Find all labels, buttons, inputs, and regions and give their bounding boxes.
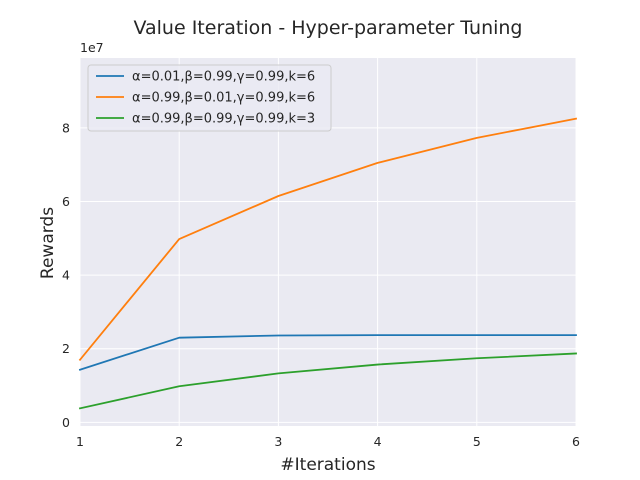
x-tick-label: 4 (374, 434, 382, 449)
legend: α=0.01,β=0.99,γ=0.99,k=6 α=0.99,β=0.01,γ=… (87, 64, 332, 132)
legend-frame (87, 64, 332, 132)
series-lines (78, 117, 578, 410)
y-tick-label: 8 (62, 120, 70, 135)
x-tick-label: 6 (572, 434, 580, 449)
series-line-1 (78, 334, 577, 371)
series-line-3 (78, 352, 577, 410)
y-axis-label: Rewards (38, 207, 58, 279)
x-tick-label: 3 (274, 434, 282, 449)
y-tick-label: 2 (62, 341, 70, 356)
y-tick-label: 0 (62, 415, 70, 430)
y-tick-label: 6 (62, 194, 70, 209)
x-tick-label: 5 (473, 434, 481, 449)
y-tick-label: 4 (62, 268, 70, 283)
legend-label-3: α=0.99,β=0.99,γ=0.99,k=3 (132, 112, 315, 127)
series-line-2 (78, 117, 578, 362)
legend-label-1: α=0.01,β=0.99,γ=0.99,k=6 (132, 70, 315, 85)
x-tick-label: 1 (76, 434, 84, 449)
x-tick-label: 2 (175, 434, 183, 449)
legend-label-2: α=0.99,β=0.01,γ=0.99,k=6 (132, 91, 315, 106)
x-axis-label: #Iterations (280, 455, 375, 475)
y-tick-labels: 0 2 4 6 8 (62, 120, 70, 429)
x-tick-labels: 1 2 3 4 5 6 (76, 434, 580, 449)
y-scale-label: 1e7 (80, 40, 104, 55)
chart-title: Value Iteration - Hyper-parameter Tuning (133, 17, 522, 39)
